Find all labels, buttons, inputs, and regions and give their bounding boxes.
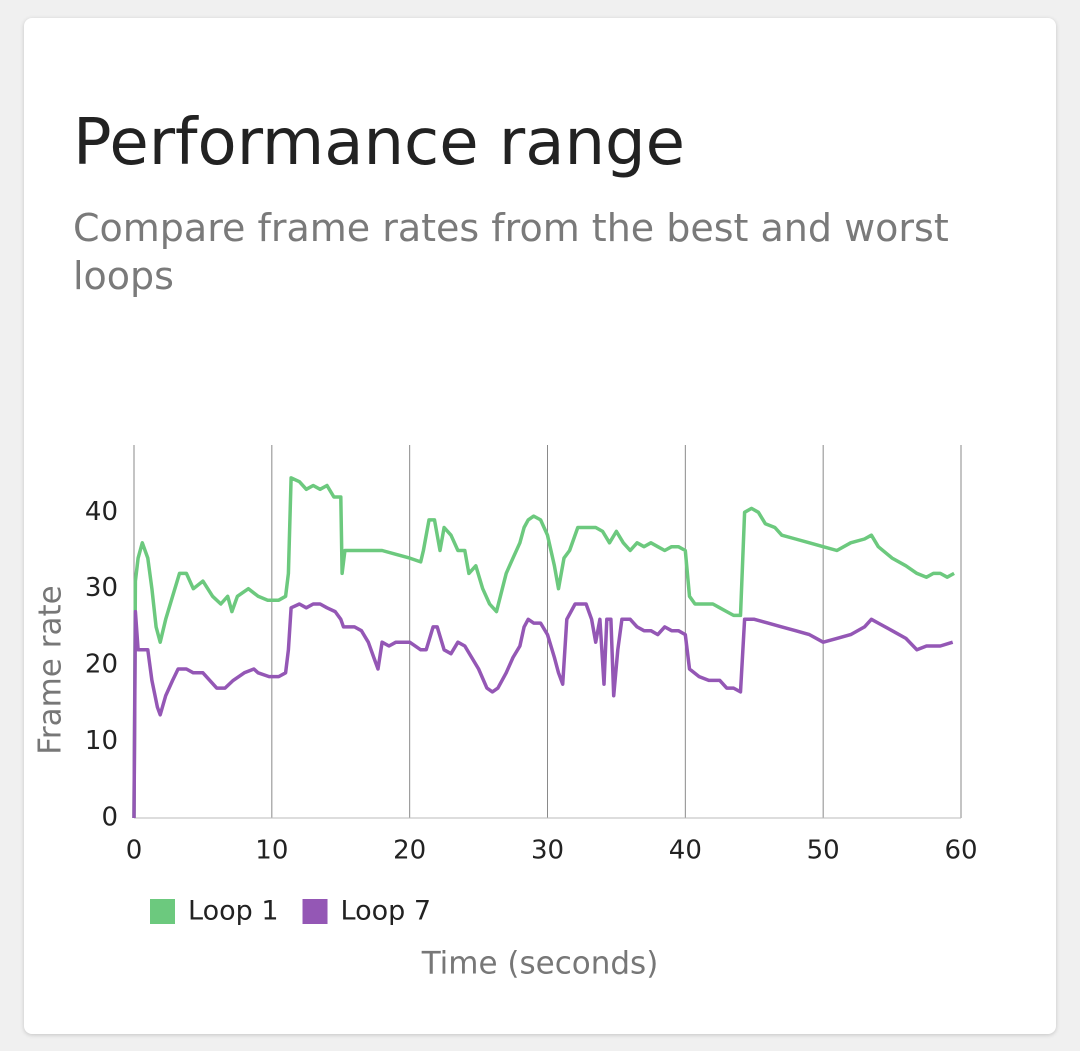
x-tick-label: 0	[126, 836, 143, 866]
legend-swatch	[302, 899, 328, 924]
x-tick-label: 30	[531, 836, 564, 866]
card: Performance range Compare frame rates fr…	[24, 18, 1056, 1034]
y-tick-label: 30	[85, 573, 118, 603]
x-tick-label: 50	[807, 836, 840, 866]
y-tick-label: 40	[85, 497, 118, 527]
card-title: Performance range	[73, 106, 685, 180]
y-tick-label: 10	[85, 726, 118, 756]
legend-label: Loop 7	[341, 896, 432, 927]
y-axis-label: Frame rate	[33, 585, 69, 754]
legend-swatch	[150, 899, 175, 924]
x-axis-label: Time (seconds)	[421, 946, 659, 982]
series-line	[132, 476, 955, 819]
y-tick-label: 0	[101, 803, 118, 833]
series-line	[132, 602, 954, 819]
card-subtitle: Compare frame rates from the best and wo…	[73, 206, 949, 298]
x-tick-label: 10	[255, 836, 288, 866]
y-tick-label: 20	[85, 650, 118, 680]
x-tick-label: 40	[669, 836, 702, 866]
legend-label: Loop 1	[188, 896, 279, 927]
x-tick-label: 60	[944, 836, 977, 866]
x-tick-label: 20	[393, 836, 426, 866]
